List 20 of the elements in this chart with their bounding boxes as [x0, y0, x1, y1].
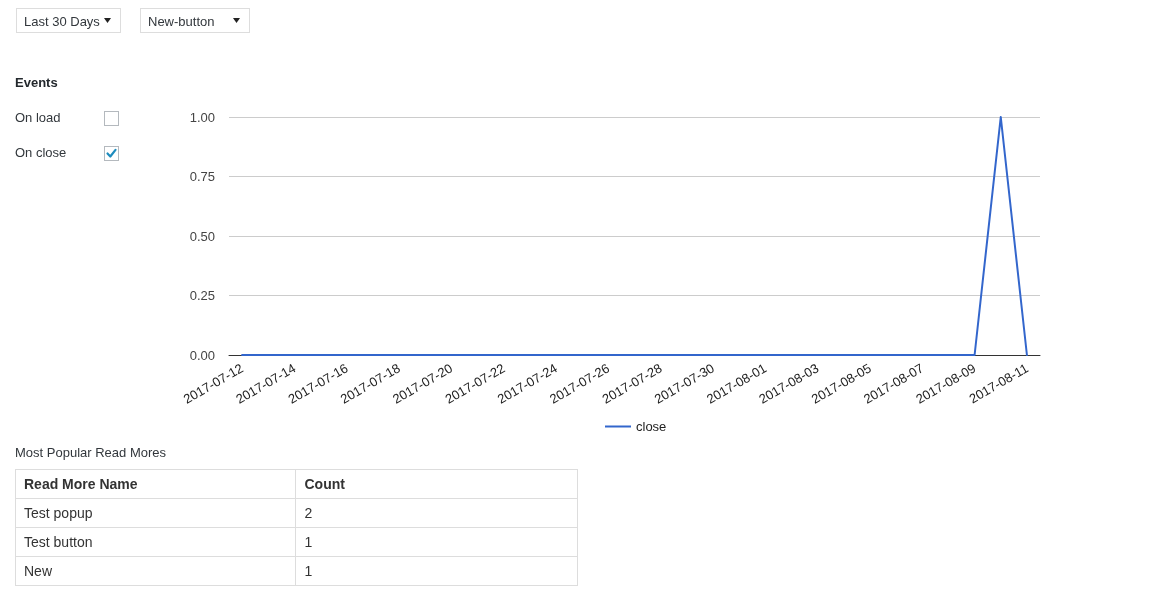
text: On close: [15, 145, 67, 161]
category-label: Test button: [15, 527, 296, 557]
text: Events: [15, 75, 58, 91]
y-tick-label: 0.75: [189, 169, 215, 184]
text: On load: [15, 110, 61, 126]
text: New-button: [148, 14, 215, 29]
text: Most Popular Read Mores: [15, 445, 167, 461]
category-label: New: [15, 556, 296, 586]
text: Count: [295, 469, 578, 499]
y-tick-label: 0.00: [189, 347, 215, 363]
category-label: Test popup: [15, 498, 296, 528]
text: Read More Name: [15, 469, 296, 499]
legend-label: close: [636, 419, 667, 434]
y-tick-label: 1.00: [189, 109, 215, 125]
data-label: 1: [295, 556, 578, 586]
data-label: 1: [295, 527, 578, 557]
data-label: 2: [295, 498, 578, 528]
y-tick-label: 0.50: [189, 228, 215, 244]
text: Last 30 Days: [24, 14, 100, 29]
y-tick-label: 0.25: [189, 288, 215, 303]
